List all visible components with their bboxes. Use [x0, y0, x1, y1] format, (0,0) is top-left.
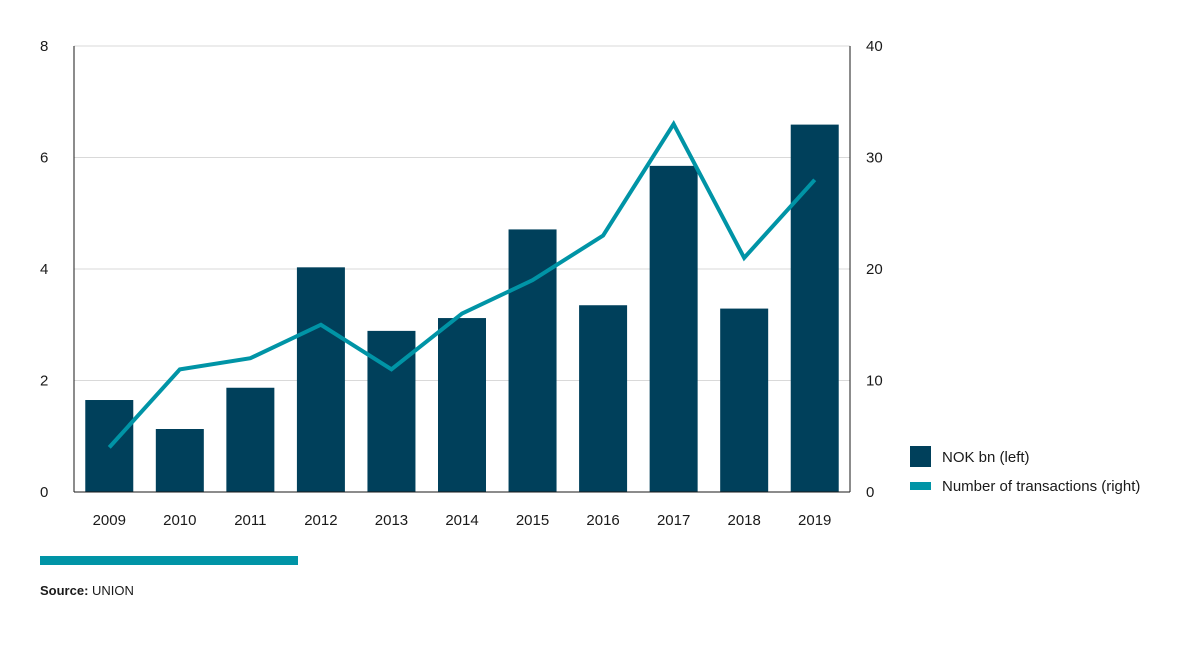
y-right-tick-label: 20	[866, 261, 883, 278]
tick-labels: 0 2 4 6 8 0 10 20 30 40 2009 2010 2011 2012 2013 2014 20…	[40, 38, 883, 529]
y-right-tick-label: 40	[866, 38, 883, 55]
bar	[579, 305, 628, 492]
bar	[438, 318, 486, 492]
axes	[73, 46, 851, 493]
bar	[790, 124, 839, 493]
bar	[226, 387, 275, 492]
x-tick-label: 2016	[586, 512, 619, 529]
x-tick-label: 2019	[798, 512, 831, 529]
legend-label-line: Number of transactions (right)	[942, 478, 1140, 495]
accent-bar	[40, 556, 298, 565]
x-tick-label: 2012	[304, 512, 337, 529]
x-tick-label: 2011	[234, 512, 266, 529]
y-left-tick-label: 2	[40, 373, 48, 390]
source-text: UNION	[92, 583, 134, 598]
y-right-tick-label: 10	[866, 373, 883, 390]
y-right-tick-label: 0	[866, 484, 874, 501]
source-note: Source: UNION	[40, 583, 134, 598]
x-tick-label: 2014	[445, 512, 478, 529]
bar	[649, 165, 698, 493]
bar	[155, 429, 204, 492]
bar	[720, 308, 769, 492]
x-tick-label: 2013	[375, 512, 408, 529]
x-tick-label: 2018	[727, 512, 760, 529]
legend: NOK bn (left) Number of transactions (rig…	[910, 446, 1140, 495]
line-series	[107, 120, 817, 449]
bar-series	[85, 124, 839, 493]
legend-swatch-bar	[910, 446, 931, 467]
x-tick-label: 2017	[657, 512, 690, 529]
legend-swatch-line	[910, 482, 931, 490]
y-left-tick-label: 6	[40, 150, 48, 167]
x-tick-label: 2010	[163, 512, 196, 529]
source-label: Source:	[40, 583, 89, 598]
x-tick-label: 2009	[93, 512, 126, 529]
bar	[508, 229, 557, 493]
legend-label-bar: NOK bn (left)	[942, 449, 1030, 466]
y-right-tick-label: 30	[866, 150, 883, 167]
y-left-tick-label: 4	[40, 261, 48, 278]
bar	[296, 267, 345, 492]
y-left-tick-label: 8	[40, 38, 48, 55]
chart: 0 2 4 6 8 0 10 20 30 40 2009 2010 2011 2012 2013 2014 20…	[40, 38, 1140, 529]
x-tick-label: 2015	[516, 512, 549, 529]
y-left-tick-label: 0	[40, 484, 48, 501]
